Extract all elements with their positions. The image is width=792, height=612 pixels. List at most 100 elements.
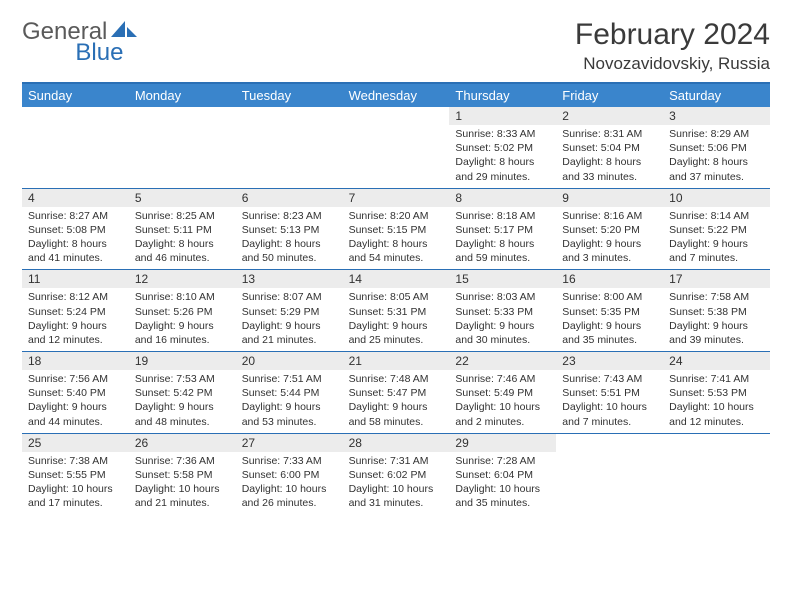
daylight-text: and 2 minutes. bbox=[455, 415, 550, 429]
daylight-text: and 26 minutes. bbox=[242, 496, 337, 510]
sunrise-text: Sunrise: 7:58 AM bbox=[669, 290, 764, 304]
title-block: February 2024 Novozavidovskiy, Russia bbox=[575, 18, 770, 74]
sunset-text: Sunset: 5:29 PM bbox=[242, 305, 337, 319]
day-number: 12 bbox=[129, 270, 236, 288]
sunrise-text: Sunrise: 7:33 AM bbox=[242, 454, 337, 468]
sunrise-text: Sunrise: 7:48 AM bbox=[349, 372, 444, 386]
daylight-text: Daylight: 9 hours bbox=[135, 319, 230, 333]
day-details: Sunrise: 8:00 AMSunset: 5:35 PMDaylight:… bbox=[556, 288, 663, 351]
daylight-text: and 30 minutes. bbox=[455, 333, 550, 347]
sunset-text: Sunset: 5:35 PM bbox=[562, 305, 657, 319]
day-cell: 16Sunrise: 8:00 AMSunset: 5:35 PMDayligh… bbox=[556, 270, 663, 351]
day-cell: 15Sunrise: 8:03 AMSunset: 5:33 PMDayligh… bbox=[449, 270, 556, 351]
day-details: Sunrise: 8:33 AMSunset: 5:02 PMDaylight:… bbox=[449, 125, 556, 188]
day-cell: 27Sunrise: 7:33 AMSunset: 6:00 PMDayligh… bbox=[236, 434, 343, 515]
day-details: Sunrise: 7:51 AMSunset: 5:44 PMDaylight:… bbox=[236, 370, 343, 433]
daylight-text: Daylight: 8 hours bbox=[455, 237, 550, 251]
day-number: 24 bbox=[663, 352, 770, 370]
day-cell bbox=[556, 434, 663, 515]
week-row: 4Sunrise: 8:27 AMSunset: 5:08 PMDaylight… bbox=[22, 189, 770, 271]
daylight-text: Daylight: 10 hours bbox=[349, 482, 444, 496]
daylight-text: Daylight: 9 hours bbox=[562, 237, 657, 251]
day-number: 16 bbox=[556, 270, 663, 288]
sunset-text: Sunset: 5:38 PM bbox=[669, 305, 764, 319]
sunset-text: Sunset: 5:51 PM bbox=[562, 386, 657, 400]
daylight-text: Daylight: 8 hours bbox=[669, 155, 764, 169]
day-number: 7 bbox=[343, 189, 450, 207]
brand-text-blue: Blue bbox=[75, 39, 123, 67]
daylight-text: and 59 minutes. bbox=[455, 251, 550, 265]
sunrise-text: Sunrise: 8:12 AM bbox=[28, 290, 123, 304]
day-number: 18 bbox=[22, 352, 129, 370]
sunrise-text: Sunrise: 7:31 AM bbox=[349, 454, 444, 468]
header-row: General Blue February 2024 Novozavidovsk… bbox=[22, 18, 770, 74]
day-details: Sunrise: 8:29 AMSunset: 5:06 PMDaylight:… bbox=[663, 125, 770, 188]
day-details: Sunrise: 8:12 AMSunset: 5:24 PMDaylight:… bbox=[22, 288, 129, 351]
daylight-text: and 50 minutes. bbox=[242, 251, 337, 265]
day-header-row: Sunday Monday Tuesday Wednesday Thursday… bbox=[22, 84, 770, 107]
sunset-text: Sunset: 5:06 PM bbox=[669, 141, 764, 155]
day-details: Sunrise: 7:36 AMSunset: 5:58 PMDaylight:… bbox=[129, 452, 236, 515]
daylight-text: Daylight: 8 hours bbox=[28, 237, 123, 251]
day-number: 25 bbox=[22, 434, 129, 452]
week-row: 25Sunrise: 7:38 AMSunset: 5:55 PMDayligh… bbox=[22, 434, 770, 515]
sunset-text: Sunset: 5:58 PM bbox=[135, 468, 230, 482]
day-details: Sunrise: 7:53 AMSunset: 5:42 PMDaylight:… bbox=[129, 370, 236, 433]
daylight-text: Daylight: 10 hours bbox=[28, 482, 123, 496]
day-cell: 23 Sunrise: 7:43 AMSunset: 5:51 PMDayligh… bbox=[556, 352, 663, 433]
day-cell: 22Sunrise: 7:46 AMSunset: 5:49 PMDayligh… bbox=[449, 352, 556, 433]
day-number: 27 bbox=[236, 434, 343, 452]
sunset-text: Sunset: 5:47 PM bbox=[349, 386, 444, 400]
day-cell: 2Sunrise: 8:31 AMSunset: 5:04 PMDaylight… bbox=[556, 107, 663, 188]
day-details: Sunrise: 7:41 AMSunset: 5:53 PMDaylight:… bbox=[663, 370, 770, 433]
daylight-text: and 31 minutes. bbox=[349, 496, 444, 510]
day-cell: 9Sunrise: 8:16 AMSunset: 5:20 PMDaylight… bbox=[556, 189, 663, 270]
sunset-text: Sunset: 5:44 PM bbox=[242, 386, 337, 400]
day-number: 11 bbox=[22, 270, 129, 288]
day-details: Sunrise: 8:31 AMSunset: 5:04 PMDaylight:… bbox=[556, 125, 663, 188]
sunrise-text: Sunrise: 7:43 AM bbox=[562, 372, 657, 386]
day-details: Sunrise: 8:03 AMSunset: 5:33 PMDaylight:… bbox=[449, 288, 556, 351]
daylight-text: and 12 minutes. bbox=[669, 415, 764, 429]
day-details: Sunrise: 8:27 AMSunset: 5:08 PMDaylight:… bbox=[22, 207, 129, 270]
sunrise-text: Sunrise: 7:28 AM bbox=[455, 454, 550, 468]
day-header-tue: Tuesday bbox=[236, 84, 343, 107]
day-header-sun: Sunday bbox=[22, 84, 129, 107]
daylight-text: and 12 minutes. bbox=[28, 333, 123, 347]
day-details: Sunrise: 7:56 AMSunset: 5:40 PMDaylight:… bbox=[22, 370, 129, 433]
day-number: 23 bbox=[556, 352, 663, 370]
daylight-text: and 25 minutes. bbox=[349, 333, 444, 347]
day-details: Sunrise: 8:10 AMSunset: 5:26 PMDaylight:… bbox=[129, 288, 236, 351]
day-cell: 5Sunrise: 8:25 AMSunset: 5:11 PMDaylight… bbox=[129, 189, 236, 270]
sunset-text: Sunset: 5:55 PM bbox=[28, 468, 123, 482]
daylight-text: Daylight: 9 hours bbox=[669, 319, 764, 333]
day-details: Sunrise: 7:33 AMSunset: 6:00 PMDaylight:… bbox=[236, 452, 343, 515]
sunset-text: Sunset: 5:26 PM bbox=[135, 305, 230, 319]
day-header-sat: Saturday bbox=[663, 84, 770, 107]
daylight-text: Daylight: 9 hours bbox=[242, 319, 337, 333]
week-row: 18Sunrise: 7:56 AMSunset: 5:40 PMDayligh… bbox=[22, 352, 770, 434]
day-cell: 18Sunrise: 7:56 AMSunset: 5:40 PMDayligh… bbox=[22, 352, 129, 433]
day-cell: 25Sunrise: 7:38 AMSunset: 5:55 PMDayligh… bbox=[22, 434, 129, 515]
sunset-text: Sunset: 5:31 PM bbox=[349, 305, 444, 319]
sunrise-text: Sunrise: 8:25 AM bbox=[135, 209, 230, 223]
day-cell: 3Sunrise: 8:29 AMSunset: 5:06 PMDaylight… bbox=[663, 107, 770, 188]
daylight-text: Daylight: 10 hours bbox=[562, 400, 657, 414]
day-details: Sunrise: 8:23 AMSunset: 5:13 PMDaylight:… bbox=[236, 207, 343, 270]
day-number: 17 bbox=[663, 270, 770, 288]
daylight-text: and 35 minutes. bbox=[562, 333, 657, 347]
daylight-text: Daylight: 8 hours bbox=[135, 237, 230, 251]
sunset-text: Sunset: 5:40 PM bbox=[28, 386, 123, 400]
day-details: Sunrise: 8:25 AMSunset: 5:11 PMDaylight:… bbox=[129, 207, 236, 270]
day-details: Sunrise: 7:58 AMSunset: 5:38 PMDaylight:… bbox=[663, 288, 770, 351]
daylight-text: Daylight: 8 hours bbox=[562, 155, 657, 169]
day-cell bbox=[129, 107, 236, 188]
day-details: Sunrise: 8:14 AMSunset: 5:22 PMDaylight:… bbox=[663, 207, 770, 270]
sunrise-text: Sunrise: 7:36 AM bbox=[135, 454, 230, 468]
day-details: Sunrise: 8:18 AMSunset: 5:17 PMDaylight:… bbox=[449, 207, 556, 270]
day-number: 26 bbox=[129, 434, 236, 452]
sunset-text: Sunset: 5:04 PM bbox=[562, 141, 657, 155]
day-cell: 6Sunrise: 8:23 AMSunset: 5:13 PMDaylight… bbox=[236, 189, 343, 270]
day-cell: 11Sunrise: 8:12 AMSunset: 5:24 PMDayligh… bbox=[22, 270, 129, 351]
daylight-text: and 21 minutes. bbox=[135, 496, 230, 510]
